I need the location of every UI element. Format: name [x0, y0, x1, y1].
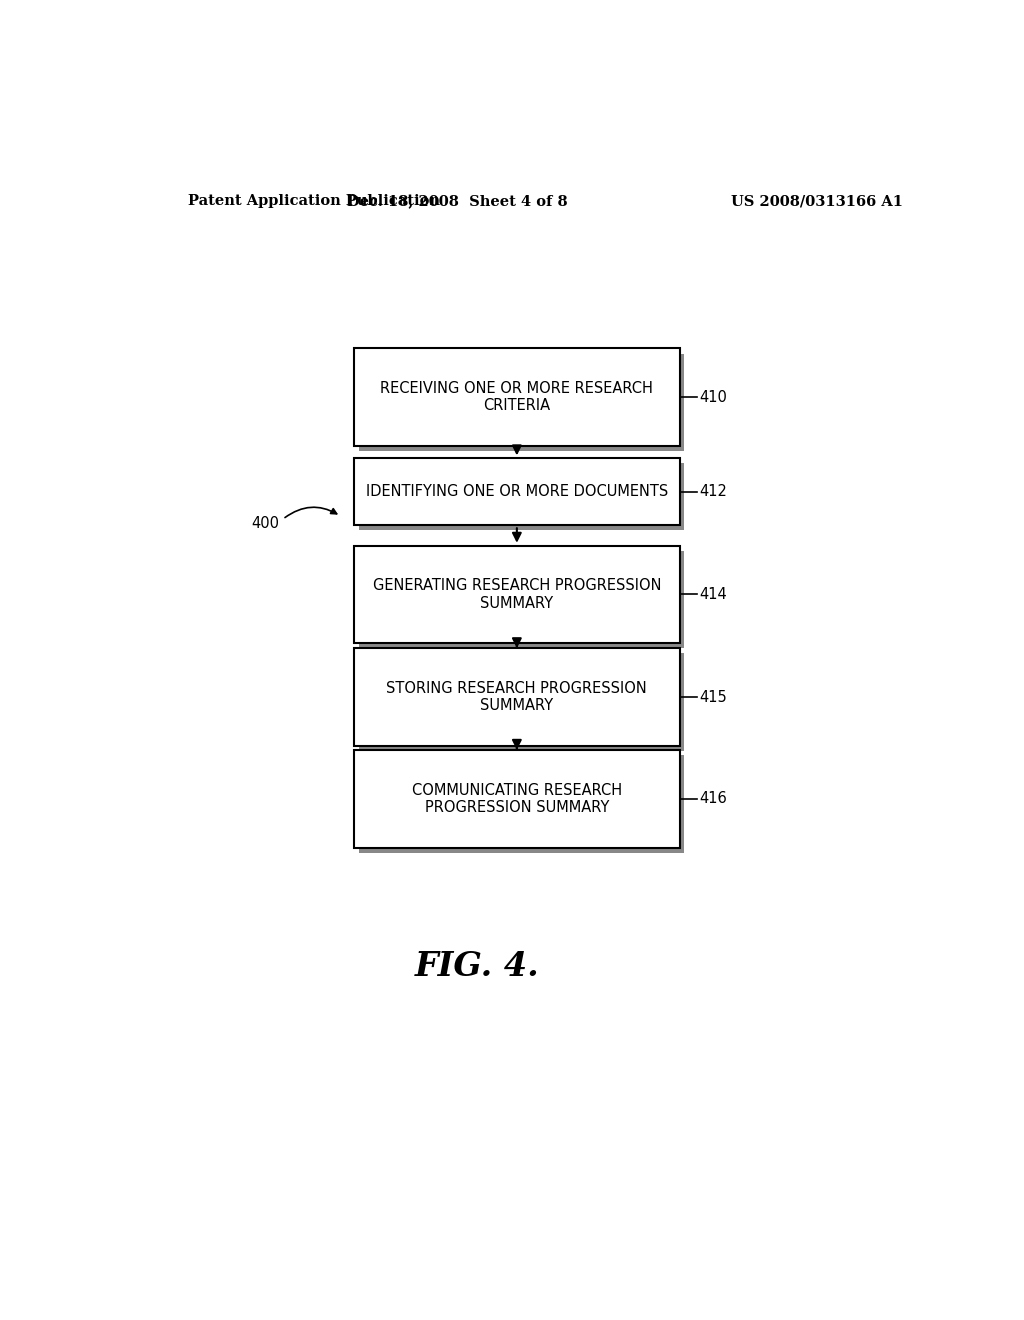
- Text: RECEIVING ONE OR MORE RESEARCH
CRITERIA: RECEIVING ONE OR MORE RESEARCH CRITERIA: [381, 381, 653, 413]
- Bar: [354, 750, 680, 847]
- Text: Dec. 18, 2008  Sheet 4 of 8: Dec. 18, 2008 Sheet 4 of 8: [347, 194, 567, 209]
- Text: 416: 416: [699, 791, 727, 807]
- Text: 412: 412: [699, 484, 727, 499]
- Text: Patent Application Publication: Patent Application Publication: [187, 194, 439, 209]
- Bar: [359, 755, 684, 853]
- Text: STORING RESEARCH PROGRESSION
SUMMARY: STORING RESEARCH PROGRESSION SUMMARY: [386, 681, 647, 713]
- Text: US 2008/0313166 A1: US 2008/0313166 A1: [731, 194, 903, 209]
- Bar: [354, 545, 680, 643]
- Bar: [354, 648, 680, 746]
- Bar: [354, 458, 680, 525]
- Text: 400: 400: [251, 516, 279, 531]
- Bar: [359, 463, 684, 531]
- Bar: [359, 653, 684, 751]
- Text: IDENTIFYING ONE OR MORE DOCUMENTS: IDENTIFYING ONE OR MORE DOCUMENTS: [366, 484, 668, 499]
- Text: 410: 410: [699, 389, 727, 405]
- Bar: [359, 354, 684, 451]
- Bar: [354, 348, 680, 446]
- Text: COMMUNICATING RESEARCH
PROGRESSION SUMMARY: COMMUNICATING RESEARCH PROGRESSION SUMMA…: [412, 783, 622, 814]
- Text: 415: 415: [699, 689, 727, 705]
- Text: FIG. 4.: FIG. 4.: [415, 950, 540, 983]
- Text: GENERATING RESEARCH PROGRESSION
SUMMARY: GENERATING RESEARCH PROGRESSION SUMMARY: [373, 578, 662, 611]
- Text: 414: 414: [699, 587, 727, 602]
- Bar: [359, 550, 684, 648]
